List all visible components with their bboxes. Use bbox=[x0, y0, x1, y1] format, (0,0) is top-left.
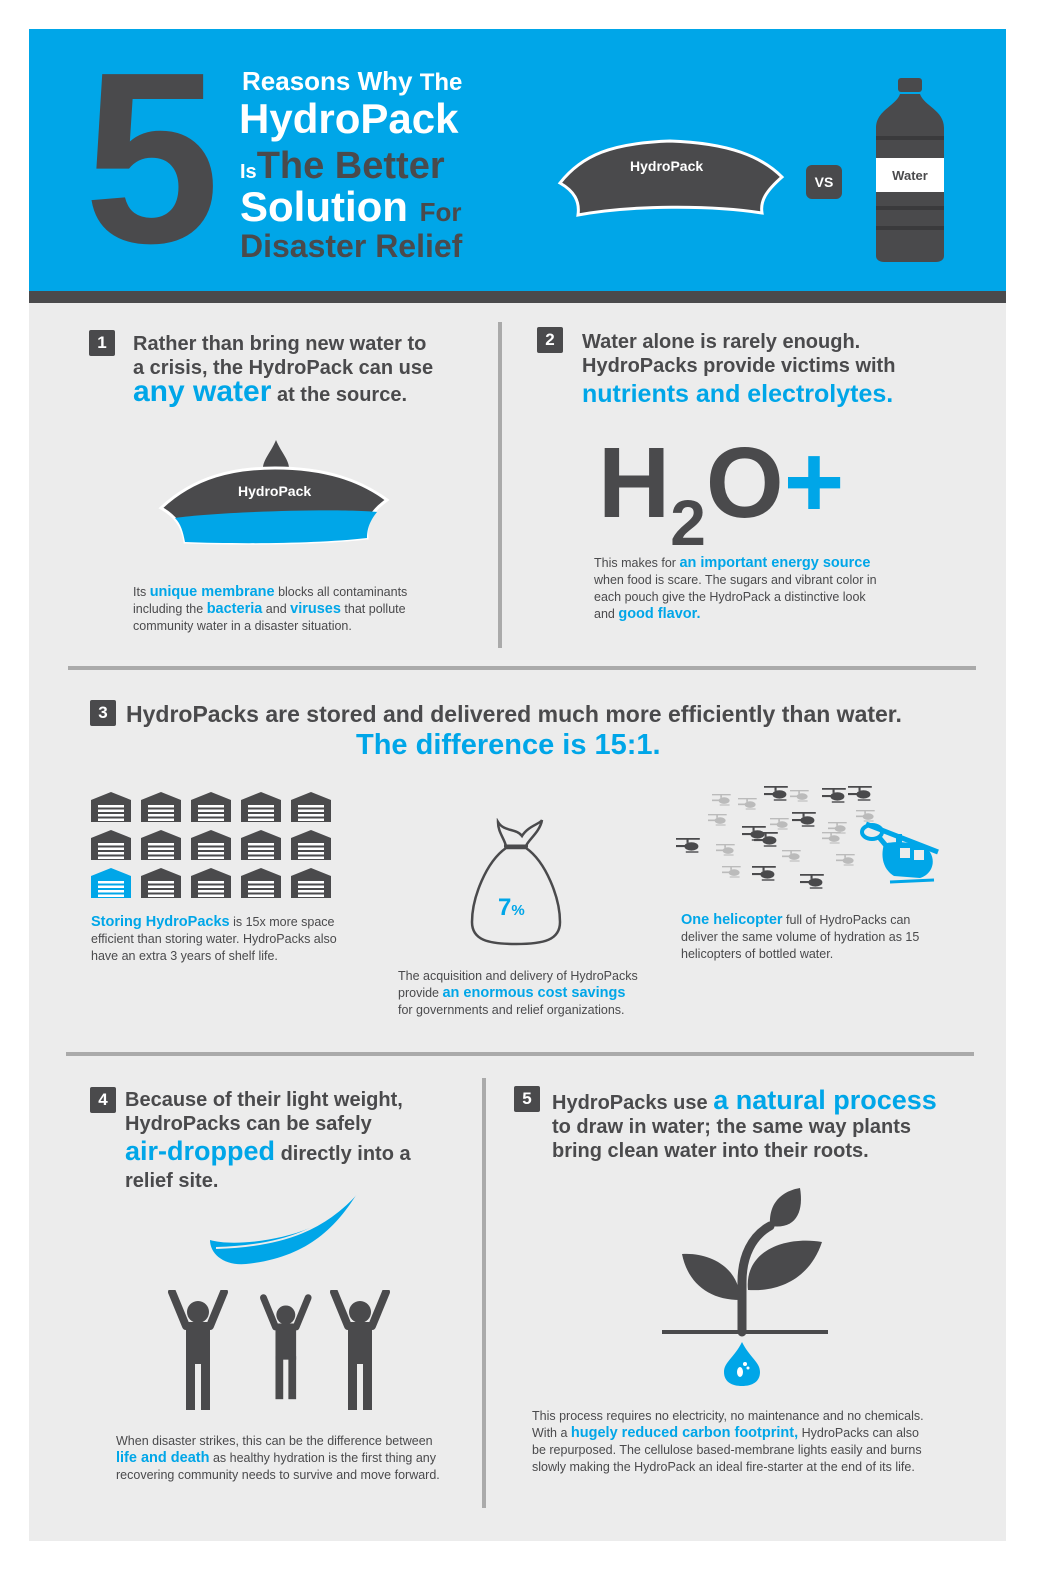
warehouse-icon bbox=[241, 868, 281, 898]
bag-percent: 7% bbox=[498, 894, 525, 921]
warehouse-icon bbox=[291, 868, 331, 898]
warehouse-icon bbox=[91, 792, 131, 822]
person-cheering-icon bbox=[330, 1288, 390, 1410]
warehouse-icon bbox=[191, 792, 231, 822]
helicopter-icon bbox=[792, 812, 816, 827]
helicopter-icon bbox=[836, 854, 855, 866]
reason3-cost-text: The acquisition and delivery of HydroPac… bbox=[398, 969, 638, 1017]
helicopter-icon bbox=[800, 874, 824, 889]
helicopter-icon bbox=[754, 832, 778, 847]
vs-badge: VS bbox=[806, 165, 842, 199]
hydropack-pouch-icon bbox=[557, 139, 785, 217]
bottle-label: Water bbox=[892, 168, 928, 183]
h2o-formula: H2O+ bbox=[598, 424, 845, 559]
vertical-divider bbox=[498, 322, 502, 648]
header-pack-label: HydroPack bbox=[630, 158, 704, 174]
hydropack-filled-icon bbox=[158, 440, 390, 545]
helicopter-icon bbox=[790, 790, 809, 802]
reason4-headline: Because of their light weight, HydroPack… bbox=[125, 1089, 411, 1192]
reason2-headline: Water alone is rarely enough. HydroPacks… bbox=[582, 331, 896, 408]
warehouse-icon bbox=[241, 830, 281, 860]
reason3-helicopter-text: One helicopter full of HydroPacks can de… bbox=[681, 912, 920, 961]
title-line-4: Solution For bbox=[240, 183, 462, 230]
warehouse-icon bbox=[241, 792, 281, 822]
warehouse-icon bbox=[141, 868, 181, 898]
vertical-divider-2 bbox=[482, 1078, 486, 1508]
helicopter-icon bbox=[856, 810, 875, 822]
helicopter-icon bbox=[782, 850, 801, 862]
big-number-five: 5 bbox=[84, 21, 220, 294]
reason3-storage-text: Storing HydroPacks is 15x more space eff… bbox=[91, 914, 337, 963]
warehouse-grid bbox=[91, 792, 336, 900]
warehouse-icon bbox=[191, 830, 231, 860]
helicopter-icon bbox=[752, 866, 776, 881]
helicopter-icon bbox=[738, 798, 757, 810]
warehouse-icon bbox=[141, 792, 181, 822]
helicopter-icon bbox=[822, 832, 841, 844]
people-group bbox=[168, 1288, 398, 1410]
header-banner bbox=[29, 29, 1006, 291]
reason1-headline: Rather than bring new water to a crisis,… bbox=[133, 333, 434, 408]
horizontal-divider-1 bbox=[68, 666, 976, 670]
reason1-description: Its unique membrane blocks all contamina… bbox=[133, 584, 408, 633]
reason-number-4: 4 bbox=[90, 1087, 116, 1113]
reason-number-2: 2 bbox=[537, 327, 563, 353]
person-cheering-icon bbox=[260, 1294, 312, 1400]
title-line-1: Reasons Why The bbox=[242, 66, 463, 96]
helicopter-cluster bbox=[672, 776, 952, 896]
helicopter-icon bbox=[770, 818, 789, 830]
header-divider bbox=[29, 291, 1006, 303]
helicopter-icon bbox=[828, 822, 847, 834]
warehouse-icon bbox=[291, 792, 331, 822]
reason-number-1: 1 bbox=[89, 330, 115, 356]
reason-number-5: 5 bbox=[514, 1086, 540, 1112]
reason5-description: This process requires no electricity, no… bbox=[532, 1409, 924, 1474]
money-bag-icon bbox=[470, 818, 562, 946]
helicopter-icon bbox=[712, 794, 731, 806]
helicopter-hydropack-icon bbox=[860, 821, 939, 884]
warehouse-icon bbox=[91, 830, 131, 860]
warehouse-icon-hydropack bbox=[91, 868, 131, 898]
reason3-headline: HydroPacks are stored and delivered much… bbox=[126, 701, 902, 727]
helicopter-icon bbox=[722, 866, 741, 878]
helicopter-icon bbox=[716, 844, 735, 856]
title-line-5: Disaster Relief bbox=[240, 228, 463, 264]
person-cheering-icon bbox=[168, 1288, 228, 1410]
warehouse-icon bbox=[141, 830, 181, 860]
reason5-headline: HydroPacks use a natural process to draw… bbox=[552, 1085, 937, 1163]
reason1-pack-label: HydroPack bbox=[238, 483, 312, 499]
title-line-2: HydroPack bbox=[239, 95, 459, 142]
warehouse-icon bbox=[291, 830, 331, 860]
reason3-difference: The difference is 15:1. bbox=[356, 729, 661, 761]
reason4-description: When disaster strikes, this can be the d… bbox=[116, 1434, 440, 1482]
helicopter-icon bbox=[764, 786, 788, 801]
plant-sprout-icon bbox=[662, 1188, 828, 1386]
helicopter-icon bbox=[708, 814, 727, 826]
reason-number-3: 3 bbox=[90, 700, 116, 726]
feather-icon bbox=[210, 1191, 359, 1265]
helicopter-icon bbox=[822, 788, 846, 803]
reason2-description: This makes for an important energy sourc… bbox=[594, 555, 877, 622]
title-line-3: IsThe Better bbox=[240, 145, 445, 187]
helicopter-icon bbox=[848, 786, 872, 801]
water-bottle-icon bbox=[876, 78, 944, 262]
warehouse-icon bbox=[191, 868, 231, 898]
horizontal-divider-2 bbox=[66, 1052, 974, 1056]
helicopter-icon bbox=[676, 838, 700, 853]
